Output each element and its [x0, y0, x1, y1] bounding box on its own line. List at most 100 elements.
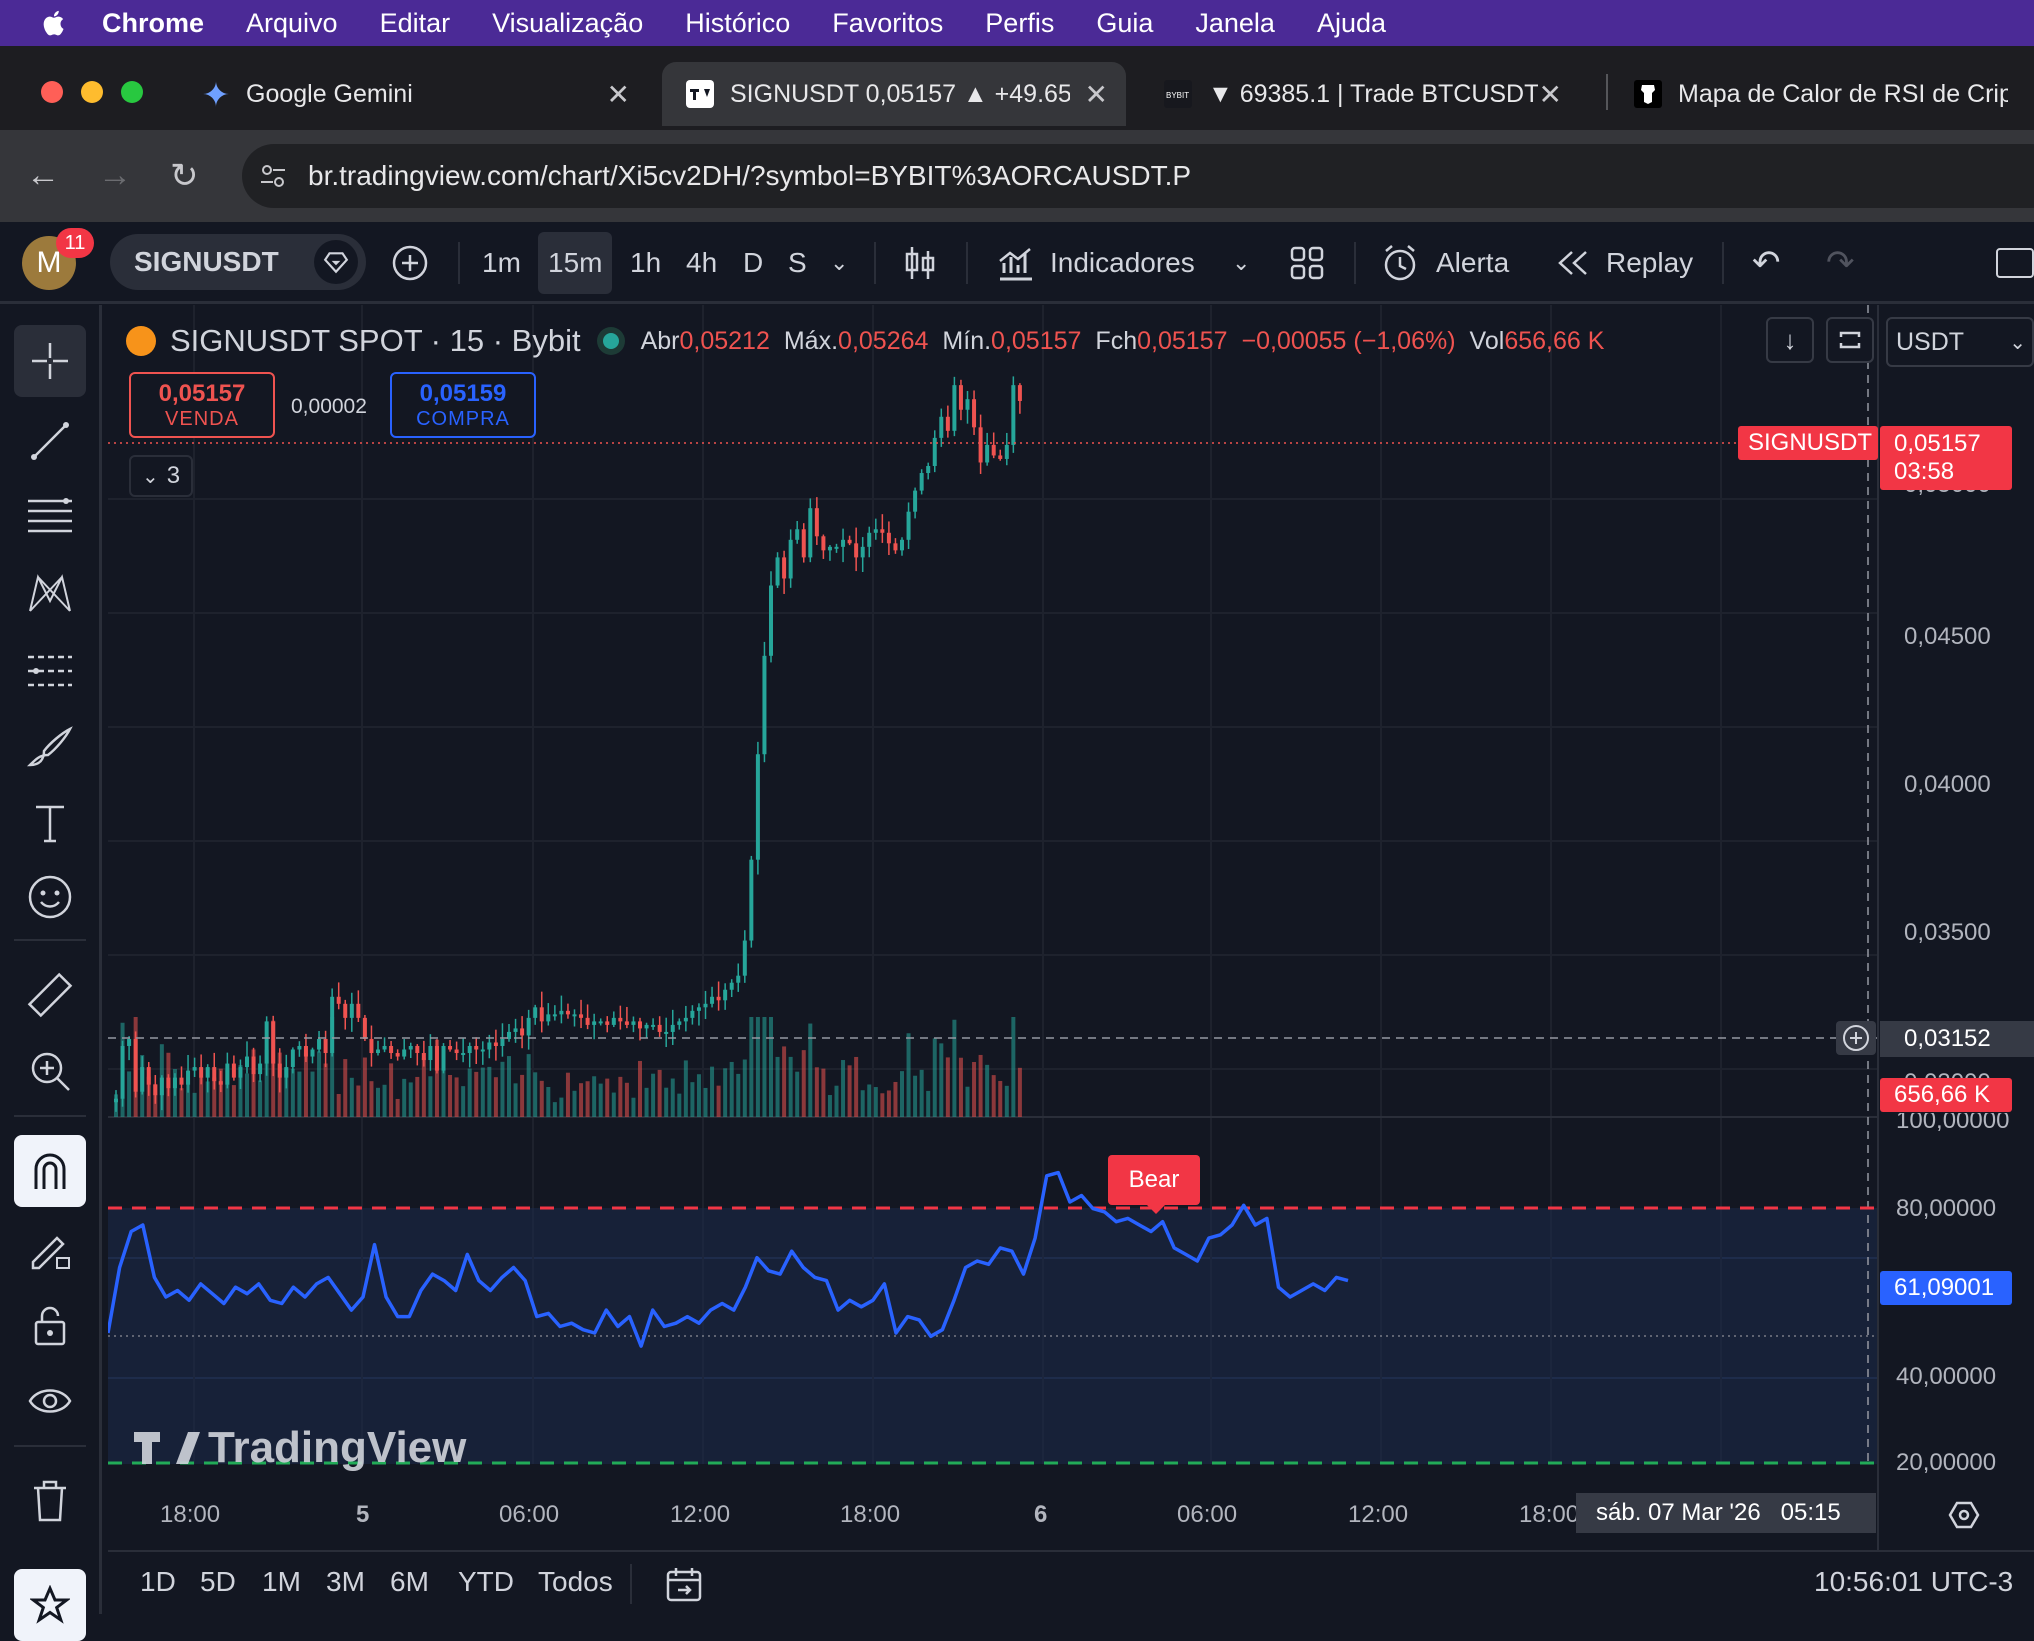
- apple-icon[interactable]: [40, 8, 70, 38]
- forward-icon[interactable]: →: [98, 156, 132, 194]
- window-zoom-button[interactable]: [121, 81, 143, 103]
- zoom-in-icon[interactable]: [14, 1035, 86, 1107]
- window-minimize-button[interactable]: [81, 81, 103, 103]
- candle-body: [690, 1010, 695, 1018]
- text-icon[interactable]: [14, 787, 86, 859]
- close-icon[interactable]: ✕: [1084, 79, 1108, 110]
- candle-body: [284, 1067, 289, 1078]
- pencil-lock-icon[interactable]: [14, 1213, 86, 1285]
- chart-area[interactable]: SIGNUSDT SPOT · 15 · Bybit Abr 0,05212 M…: [108, 305, 2034, 1550]
- layouts-icon[interactable]: [1290, 222, 1324, 304]
- alert-button[interactable]: Alerta: [1380, 222, 1509, 304]
- currency-select[interactable]: USDT ⌄: [1886, 317, 2034, 367]
- candle-body: [277, 1063, 282, 1078]
- collapse-indicators-button[interactable]: ⌄ 3: [129, 455, 193, 497]
- interval-1h[interactable]: 1h: [630, 247, 662, 278]
- eye-icon[interactable]: [14, 1365, 86, 1437]
- menu-visualizacao[interactable]: Visualização: [492, 7, 644, 38]
- forecast-icon[interactable]: [14, 635, 86, 707]
- menu-app-name[interactable]: Chrome: [102, 7, 205, 38]
- sync-icon[interactable]: [1826, 317, 1874, 363]
- volume-bar: [926, 1090, 931, 1117]
- goto-date-icon[interactable]: [664, 1564, 704, 1609]
- volume-bar: [303, 1052, 308, 1117]
- close-icon[interactable]: ✕: [606, 79, 630, 110]
- legend-title[interactable]: SIGNUSDT SPOT · 15 · Bybit: [170, 323, 581, 358]
- interval-1m[interactable]: 1m: [482, 247, 521, 278]
- undo-icon[interactable]: ↶: [1752, 244, 1781, 282]
- volume-bar: [507, 1056, 511, 1117]
- range-ytd[interactable]: YTD: [458, 1566, 514, 1597]
- tab-rsi-heatmap[interactable]: Mapa de Calor de RSI de Crip: [1610, 62, 2034, 126]
- pattern-icon[interactable]: [14, 557, 86, 629]
- interval-15m[interactable]: 15m: [538, 232, 613, 294]
- chevron-down-icon[interactable]: ⌄: [830, 250, 849, 275]
- volume-bar: [755, 1017, 760, 1117]
- magnet-icon[interactable]: [14, 1135, 86, 1207]
- plus-circle-icon: [392, 245, 428, 281]
- menu-editar[interactable]: Editar: [379, 7, 451, 38]
- ruler-icon[interactable]: [14, 959, 86, 1031]
- candle-body: [480, 1049, 485, 1052]
- menu-arquivo[interactable]: Arquivo: [246, 7, 338, 38]
- range-5d[interactable]: 5D: [200, 1566, 236, 1597]
- trend-line-icon[interactable]: [14, 405, 86, 477]
- range-1m[interactable]: 1M: [262, 1566, 301, 1597]
- arrow-down-icon[interactable]: ↓: [1766, 317, 1814, 363]
- candle-body: [854, 543, 859, 558]
- url-field[interactable]: br.tradingview.com/chart/Xi5cv2DH/?symbo…: [242, 144, 2034, 208]
- compare-symbol-button[interactable]: [390, 222, 430, 304]
- fullscreen-icon[interactable]: [1996, 222, 2034, 304]
- sell-button[interactable]: 0,05157 VENDA: [129, 372, 275, 438]
- high-value: 0,05264: [838, 326, 929, 355]
- chevron-down-icon[interactable]: ⌄: [1232, 250, 1251, 275]
- chart-canvas[interactable]: [108, 305, 2034, 1550]
- candle-body: [696, 1007, 701, 1011]
- smiley-icon[interactable]: [14, 861, 86, 933]
- redo-icon[interactable]: ↷: [1826, 244, 1855, 282]
- close-icon[interactable]: ✕: [1538, 79, 1562, 110]
- symbol-search-button[interactable]: SIGNUSDT: [110, 234, 366, 290]
- diamond-icon[interactable]: [314, 240, 358, 284]
- menu-janela[interactable]: Janela: [1195, 7, 1275, 38]
- range-3m[interactable]: 3M: [326, 1566, 365, 1597]
- lock-icon[interactable]: [14, 1289, 86, 1361]
- clock-label[interactable]: 10:56:01 UTC-3: [1814, 1566, 2014, 1597]
- back-icon[interactable]: ←: [26, 156, 60, 194]
- menu-favoritos[interactable]: Favoritos: [832, 7, 944, 38]
- candle-body: [880, 529, 885, 533]
- tab-google-gemini[interactable]: Google Gemini ✕: [178, 62, 648, 126]
- tab-bybit[interactable]: BYBIT ▼ 69385.1 | Trade BTCUSDT | ✕: [1140, 62, 1580, 126]
- indicators-button[interactable]: Indicadores: [996, 222, 1195, 304]
- fib-retracement-icon[interactable]: [14, 481, 86, 553]
- star-icon[interactable]: [14, 1569, 86, 1641]
- interval-s[interactable]: S: [788, 247, 807, 278]
- avatar[interactable]: M: [22, 222, 76, 304]
- reload-icon[interactable]: ↻: [170, 157, 199, 195]
- settings-icon[interactable]: [1948, 1499, 1980, 1536]
- menu-historico[interactable]: Histórico: [685, 7, 791, 38]
- volume-bar: [932, 1038, 937, 1117]
- range-6m[interactable]: 6M: [390, 1566, 429, 1597]
- time-axis[interactable]: 18:00 5 06:00 12:00 18:00 6 06:00 12:00 …: [108, 1465, 1878, 1550]
- candles-icon[interactable]: [904, 222, 936, 304]
- menu-guia[interactable]: Guia: [1096, 7, 1154, 38]
- interval-4h[interactable]: 4h: [686, 247, 718, 278]
- replay-button[interactable]: Replay: [1556, 222, 1693, 304]
- buy-button[interactable]: 0,05159 COMPRA: [390, 372, 536, 438]
- brush-icon[interactable]: [14, 711, 86, 783]
- window-close-button[interactable]: [41, 81, 63, 103]
- menu-ajuda[interactable]: Ajuda: [1316, 7, 1387, 38]
- site-settings-icon[interactable]: [258, 161, 288, 191]
- trash-icon[interactable]: [14, 1465, 86, 1537]
- interval-d[interactable]: D: [743, 247, 764, 278]
- tab-signusdt[interactable]: SIGNUSDT 0,05157 ▲ +49.65 ✕: [662, 62, 1126, 126]
- candle-body: [664, 1031, 669, 1034]
- market-status-dot[interactable]: [602, 333, 619, 349]
- menu-perfis[interactable]: Perfis: [985, 7, 1055, 38]
- range-all[interactable]: Todos: [538, 1566, 613, 1597]
- volume-bar: [991, 1075, 996, 1117]
- range-1d[interactable]: 1D: [140, 1566, 176, 1597]
- add-alert-icon[interactable]: [1836, 1021, 1876, 1055]
- crosshair-icon[interactable]: [14, 325, 86, 397]
